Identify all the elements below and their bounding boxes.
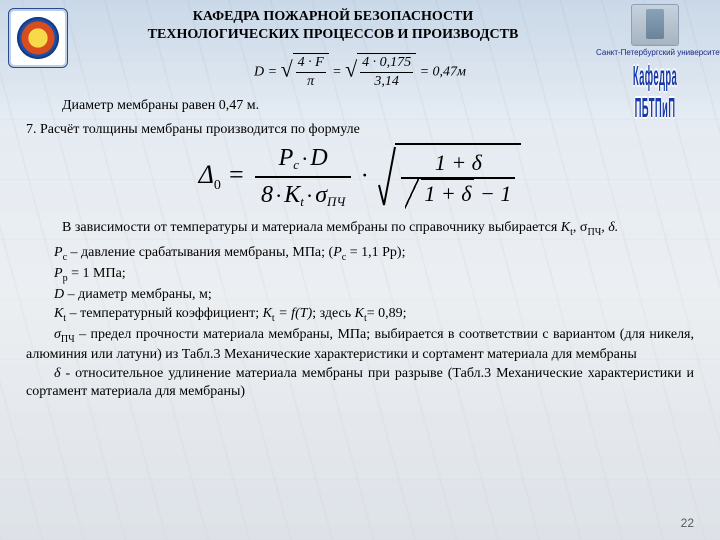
eq1-radical-2: 4 · 0,1753,14 [345, 53, 416, 91]
header-line-1: КАФЕДРА ПОЖАРНОЙ БЕЗОПАСНОСТИ [76, 8, 590, 26]
slide-header: КАФЕДРА ПОЖАРНОЙ БЕЗОПАСНОСТИ ТЕХНОЛОГИЧ… [0, 0, 720, 49]
eq1-lhs: D = [254, 64, 277, 79]
equation-delta0: Δ0 = Pс·D 8·Кt·σПЧ · 1 + δ 1 + δ − 1 [26, 143, 694, 211]
paragraph-diameter-result: Диаметр мембраны равен 0,47 м. [26, 97, 694, 115]
def-D: D – диаметр мембраны, м; [54, 286, 694, 304]
eq1-eqsign: = [332, 64, 345, 79]
definitions-list: Рс – давление срабатывания мембраны, МПа… [54, 244, 694, 401]
eq1-rhs: = 0,47м [420, 64, 466, 79]
eq2-dot: · [361, 161, 367, 192]
page-number: 22 [681, 516, 694, 530]
paragraph-reference: В зависимости от температуры и материала… [26, 219, 694, 239]
eq2-outer-radical: 1 + δ 1 + δ − 1 [377, 143, 521, 211]
equation-diameter: D = 4 · Fπ = 4 · 0,1753,14 = 0,47м [26, 53, 694, 91]
def-Kt: Кt – температурный коэффициент; Кt = f(T… [54, 305, 694, 325]
eq1-radical-1: 4 · Fπ [281, 53, 329, 91]
eq2-lhs: Δ0 = [199, 158, 245, 195]
def-Pc: Рс – давление срабатывания мембраны, МПа… [54, 244, 694, 264]
eq2-fraction: Pс·D 8·Кt·σПЧ [255, 143, 351, 211]
def-sigma: σПЧ – предел прочности материала мембран… [26, 326, 694, 364]
def-delta: δ - относительное удлинение материала ме… [26, 365, 694, 401]
eq2-inner-denom: 1 + δ − 1 [401, 179, 515, 209]
header-line-2: ТЕХНОЛОГИЧЕСКИХ ПРОЦЕССОВ И ПРОИЗВОДСТВ [76, 26, 590, 44]
def-Pp: Рр = 1 МПа; [54, 265, 694, 285]
slide-body: D = 4 · Fπ = 4 · 0,1753,14 = 0,47м Диаме… [0, 49, 720, 401]
paragraph-step-7: 7. Расчёт толщины мембраны производится … [26, 121, 694, 139]
